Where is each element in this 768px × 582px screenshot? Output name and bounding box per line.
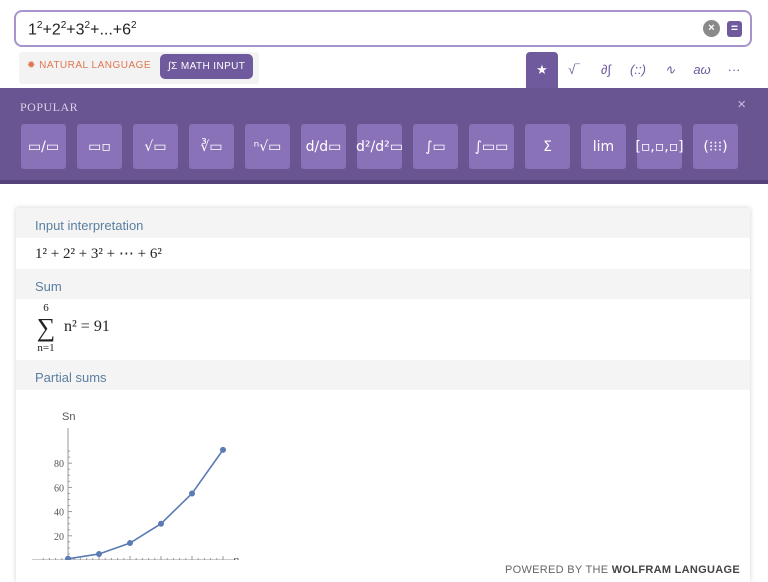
tab-calculus[interactable]: ∂∫ bbox=[601, 62, 611, 77]
data-point bbox=[158, 520, 164, 527]
template-button[interactable]: lim bbox=[581, 124, 626, 169]
input-interpretation: 1² + 2² + 3² + ⋯ + 6² bbox=[16, 238, 750, 269]
math-input-button[interactable]: ∫Σ MATH INPUT bbox=[160, 54, 254, 79]
y-axis-label: Sn bbox=[62, 411, 75, 423]
data-point bbox=[65, 555, 71, 562]
query-text: 12+22+32+...+62 bbox=[28, 20, 137, 39]
sum-result: 6 ∑ n=1 n² = 91 bbox=[16, 299, 750, 360]
x-axis-label: n bbox=[233, 555, 239, 560]
y-tick-label: 40 bbox=[54, 508, 64, 519]
data-point bbox=[189, 490, 195, 497]
y-tick-label: 60 bbox=[54, 483, 64, 494]
sum-upper-limit: 6 bbox=[43, 302, 49, 314]
pod-title-input: Input interpretation bbox=[16, 208, 750, 238]
close-panel-icon[interactable]: × bbox=[737, 96, 746, 113]
pod-title-partial-sums: Partial sums bbox=[16, 360, 750, 390]
template-button[interactable]: ∫▭ bbox=[413, 124, 458, 169]
template-button[interactable]: √▭ bbox=[133, 124, 178, 169]
data-point bbox=[96, 550, 102, 557]
template-button[interactable]: ⁿ√▭ bbox=[245, 124, 290, 169]
query-input[interactable]: 12+22+32+...+62 × = bbox=[14, 10, 752, 47]
panel-title: POPULAR bbox=[20, 100, 79, 114]
clear-icon[interactable]: × bbox=[703, 20, 720, 37]
tab-matrices[interactable]: (::) bbox=[630, 62, 646, 77]
template-button[interactable]: d/d▭ bbox=[301, 124, 346, 169]
tab-greek[interactable]: aω bbox=[693, 62, 711, 77]
data-point bbox=[127, 540, 133, 547]
series-line bbox=[67, 449, 224, 560]
template-button[interactable]: [▫,▫,▫] bbox=[635, 124, 684, 169]
input-mode-toggle: ✹ NATURAL LANGUAGE ∫Σ MATH INPUT bbox=[19, 52, 259, 84]
pod-title-sum: Sum bbox=[16, 269, 750, 299]
sum-expression: n² = 91 bbox=[64, 318, 110, 335]
sum-lower-limit: n=1 bbox=[37, 342, 55, 354]
natural-language-button[interactable]: ✹ NATURAL LANGUAGE bbox=[27, 60, 152, 71]
template-button[interactable]: (⁝⁝⁝) bbox=[693, 124, 738, 169]
y-tick-label: 20 bbox=[54, 532, 64, 543]
keyboard-tabs: ★ √‾ ∂∫ (::) ∿ aω ··· bbox=[526, 52, 750, 88]
tab-more[interactable]: ··· bbox=[727, 62, 741, 77]
template-button[interactable]: ∛▭ bbox=[189, 124, 234, 169]
template-button[interactable]: ▭▫ bbox=[77, 124, 122, 169]
template-button[interactable]: ∫▭▭ bbox=[469, 124, 514, 169]
summation: 6 ∑ n=1 bbox=[32, 302, 60, 354]
results-card: Input interpretation 1² + 2² + 3² + ⋯ + … bbox=[16, 208, 750, 582]
data-point bbox=[220, 446, 226, 453]
template-button[interactable]: d²/d²▭ bbox=[356, 124, 403, 169]
tab-functions[interactable]: ∿ bbox=[664, 62, 676, 77]
partial-sums-chart: 02345620406080nSn bbox=[32, 411, 239, 578]
compute-button[interactable]: = bbox=[727, 21, 742, 37]
tab-popular[interactable]: ★ bbox=[526, 52, 558, 88]
template-button[interactable]: ▭/▭ bbox=[21, 124, 66, 169]
tab-roots[interactable]: √‾ bbox=[568, 62, 580, 77]
template-button[interactable]: Σ bbox=[525, 124, 570, 169]
powered-by: POWERED BY THE WOLFRAM LANGUAGE bbox=[504, 564, 740, 576]
sigma-symbol: ∑ bbox=[36, 313, 56, 342]
y-tick-label: 80 bbox=[54, 459, 64, 470]
